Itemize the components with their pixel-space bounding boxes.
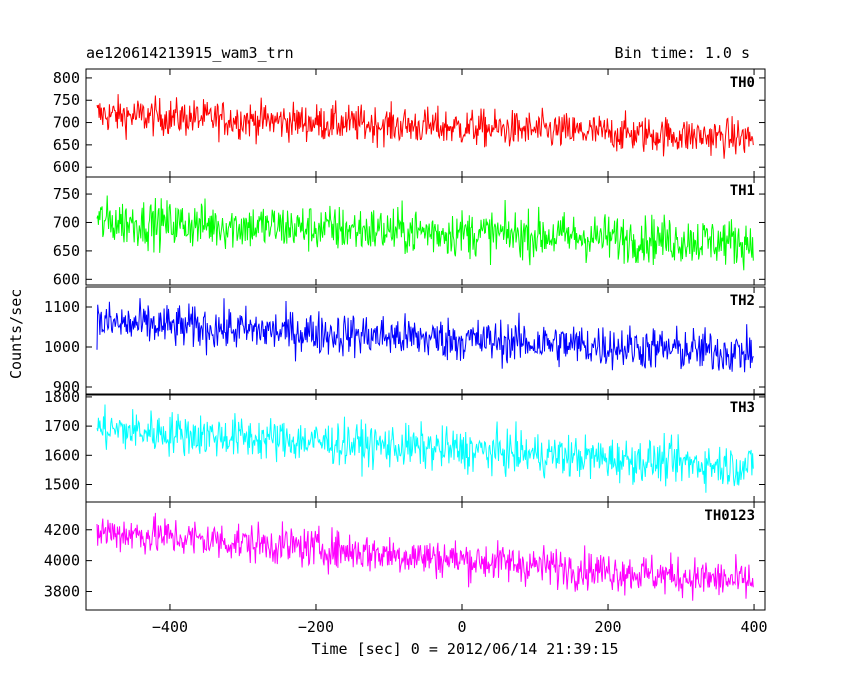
- y-tick-label: 750: [53, 91, 80, 109]
- y-axis-label: Counts/sec: [7, 288, 25, 379]
- y-tick-label: 900: [53, 378, 80, 396]
- chart-title: ae120614213915_wam3_trn: [86, 44, 294, 62]
- y-tick-label: 3800: [44, 582, 80, 600]
- y-tick-label: 750: [53, 185, 80, 203]
- panel-label-th2: TH2: [730, 293, 755, 309]
- x-tick-label: −400: [152, 618, 188, 636]
- series-line-th0123: [96, 512, 754, 601]
- x-tick-label: 400: [741, 618, 768, 636]
- series-line-th0: [96, 94, 754, 159]
- panel-label-th0: TH0: [730, 75, 755, 91]
- y-tick-label: 1000: [44, 338, 80, 356]
- y-tick-label: 650: [53, 136, 80, 154]
- bin-time-label: Bin time: 1.0 s: [614, 44, 750, 62]
- x-tick-label: 200: [594, 618, 621, 636]
- series-line-th1: [96, 195, 754, 271]
- y-tick-label: 4000: [44, 552, 80, 570]
- panel-label-th0123: TH0123: [704, 508, 755, 524]
- y-tick-label: 4200: [44, 521, 80, 539]
- x-axis-label: Time [sec] 0 = 2012/06/14 21:39:15: [311, 640, 619, 658]
- y-tick-label: 600: [53, 158, 80, 176]
- x-tick-label: 0: [457, 618, 466, 636]
- y-tick-label: 1700: [44, 417, 80, 435]
- y-tick-label: 1100: [44, 298, 80, 316]
- panel-label-th1: TH1: [730, 183, 755, 199]
- y-tick-label: 800: [53, 69, 80, 87]
- y-tick-label: 700: [53, 213, 80, 231]
- panel-frame-th3: [85, 393, 766, 503]
- y-tick-label: 1600: [44, 446, 80, 464]
- panel-frame-th1: [85, 176, 766, 286]
- y-tick-label: 1800: [44, 388, 80, 406]
- panel-frame-th2: [85, 286, 766, 396]
- panel-frame-th0123: [85, 501, 766, 611]
- series-line-th2: [96, 298, 754, 373]
- y-tick-label: 1500: [44, 475, 80, 493]
- y-tick-label: 700: [53, 114, 80, 132]
- x-tick-label: −200: [298, 618, 334, 636]
- y-tick-label: 600: [53, 270, 80, 288]
- y-tick-label: 650: [53, 242, 80, 260]
- series-line-th3: [96, 404, 754, 493]
- panel-label-th3: TH3: [730, 400, 755, 416]
